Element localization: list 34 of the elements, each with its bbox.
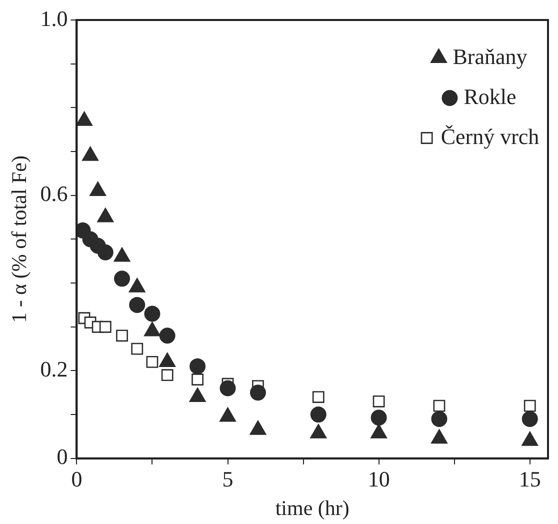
y-axis-title: 1 - α (% of total Fe)	[7, 156, 32, 323]
point	[114, 270, 130, 287]
point	[524, 400, 536, 412]
point	[312, 391, 324, 403]
point	[146, 356, 158, 368]
point	[220, 380, 236, 396]
point	[99, 320, 112, 333]
point	[431, 410, 448, 427]
point	[131, 342, 144, 355]
point	[144, 306, 160, 322]
point	[370, 410, 387, 426]
point	[116, 330, 128, 342]
legend-label: Černý vrch	[440, 124, 540, 149]
y-tick-label: 0	[56, 444, 68, 470]
x-axis-title: time (hr)	[275, 496, 350, 520]
x-tick-label: 15	[518, 466, 541, 492]
y-tick-label: 0.6	[40, 181, 68, 206]
point	[250, 384, 266, 401]
point	[159, 328, 176, 344]
point	[372, 395, 385, 408]
legend-label: Braňany	[452, 44, 528, 69]
point	[161, 369, 174, 382]
x-tick-label: 5	[222, 466, 234, 492]
point	[192, 374, 204, 386]
x-tick-label: 10	[368, 466, 390, 492]
point	[433, 400, 446, 412]
point	[522, 410, 538, 427]
point	[190, 358, 206, 374]
y-tick-label: 0.2	[40, 356, 68, 382]
legend-label: Rokle	[464, 84, 516, 109]
point	[310, 406, 326, 423]
point	[129, 296, 146, 313]
y-tick-label: 1.0	[40, 6, 68, 31]
point	[97, 244, 114, 260]
